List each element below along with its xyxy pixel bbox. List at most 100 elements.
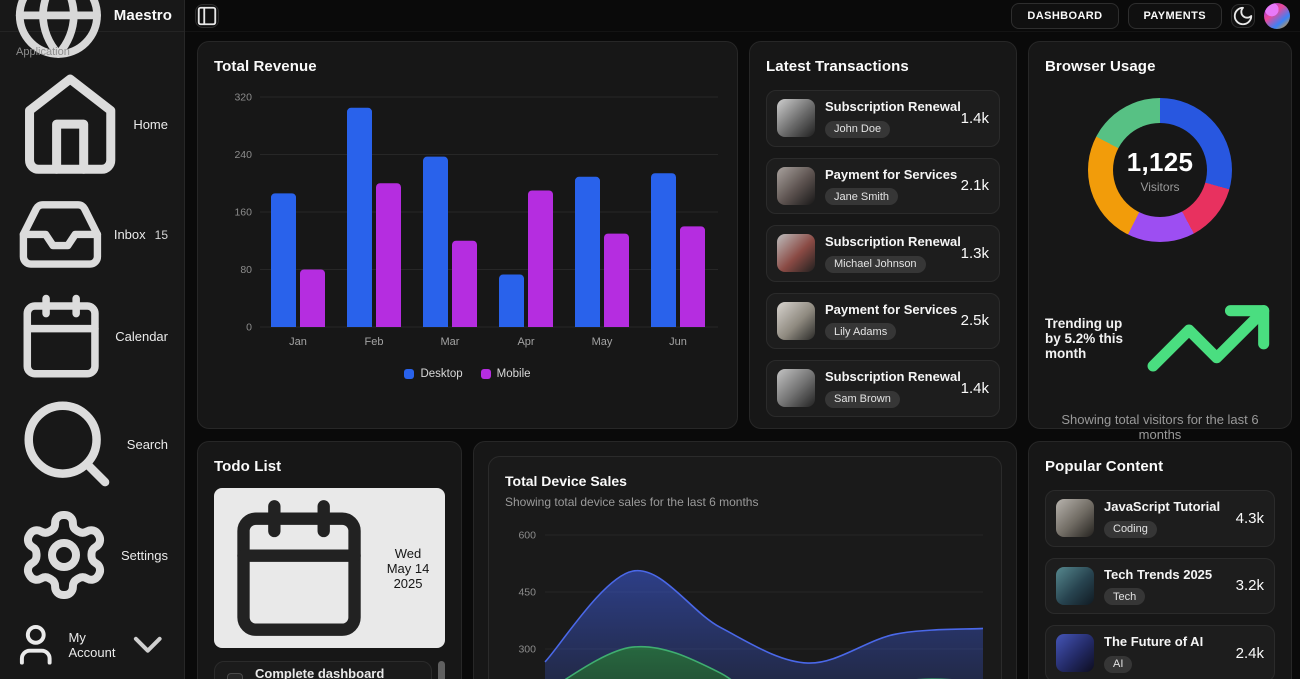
sidebar-item-inbox[interactable]: Inbox 15: [8, 184, 176, 285]
transaction-amount: 2.1k: [960, 177, 989, 195]
todo-list-title: Todo List: [214, 458, 282, 475]
sidebar-item-label: Search: [126, 436, 168, 452]
sidebar-item-label: Inbox: [113, 227, 146, 243]
transaction-title: Subscription Renewal: [825, 369, 961, 384]
app-logo[interactable]: Maestro: [0, 0, 184, 59]
transaction-person-badge: Jane Smith: [825, 188, 899, 205]
dashboard-nav-button[interactable]: DASHBOARD: [1011, 2, 1119, 29]
user-icon: [12, 621, 60, 669]
transaction-avatar: [777, 99, 815, 138]
svg-text:450: 450: [518, 587, 536, 599]
sidebar-item-home[interactable]: Home: [8, 64, 176, 184]
transaction-amount: 1.4k: [960, 379, 989, 397]
browser-usage-title: Browser Usage: [1045, 58, 1156, 75]
svg-text:300: 300: [518, 644, 536, 656]
calendar-icon: [16, 291, 106, 381]
payments-nav-button[interactable]: PAYMENTS: [1127, 2, 1222, 29]
transaction-person-badge: Lily Adams: [825, 323, 897, 340]
content-count: 4.3k: [1235, 509, 1264, 527]
date-picker-button[interactable]: Wed May 14 2025: [214, 488, 445, 649]
sidebar-item-search[interactable]: Search: [8, 387, 176, 501]
svg-text:Mar: Mar: [441, 336, 460, 348]
content-title: Tech Trends 2025: [1104, 566, 1213, 582]
content-row[interactable]: JavaScript Tutorial Coding 4.3k: [1045, 490, 1275, 547]
content-tag-badge: Coding: [1104, 520, 1157, 538]
content-thumbnail: [1056, 566, 1094, 605]
sidebar-item-label: Calendar: [115, 328, 168, 344]
svg-text:Feb: Feb: [365, 336, 384, 348]
transaction-row[interactable]: Subscription Renewal Michael Johnson 1.3…: [766, 225, 1000, 282]
sidebar-toggle-button[interactable]: [195, 3, 219, 28]
sidebar-item-settings[interactable]: Settings: [8, 501, 176, 609]
svg-text:0: 0: [246, 322, 252, 334]
svg-text:80: 80: [240, 264, 252, 276]
sidebar-section-application: Application Home Inbox 15 Calendar Searc…: [8, 38, 176, 609]
transaction-amount: 1.4k: [960, 109, 989, 127]
chevron-down-icon: [124, 621, 172, 669]
visitors-total: 1,125: [1126, 146, 1194, 177]
user-avatar[interactable]: [1264, 2, 1290, 29]
svg-text:Jan: Jan: [289, 336, 307, 348]
inbox-icon: [16, 190, 105, 279]
content-thumbnail: [1056, 634, 1094, 673]
content-tag-badge: AI: [1104, 655, 1133, 673]
section-label-application: Application: [16, 46, 70, 58]
svg-text:Jun: Jun: [669, 336, 687, 348]
transaction-row[interactable]: Subscription Renewal John Doe 1.4k: [766, 90, 1000, 147]
globe-icon: [12, 0, 105, 62]
transaction-row[interactable]: Payment for Services Lily Adams 2.5k: [766, 292, 1000, 349]
transaction-person-badge: Sam Brown: [825, 390, 900, 408]
todo-item[interactable]: Complete dashboard design: [214, 661, 432, 679]
desktop-legend-swatch: [404, 369, 415, 379]
gear-icon: [16, 507, 112, 603]
sidebar-item-calendar[interactable]: Calendar: [8, 285, 176, 387]
transaction-title: Subscription Renewal: [825, 234, 961, 249]
svg-text:600: 600: [518, 530, 536, 542]
device-sales-title: Total Device Sales: [505, 473, 627, 489]
todo-list-card: Todo List Wed May 14 2025 Complete dashb…: [197, 441, 462, 679]
visitors-label: Visitors: [1140, 179, 1180, 194]
transaction-row[interactable]: Payment for Services Jane Smith 2.1k: [766, 157, 1000, 214]
device-sales-panel: Total Device Sales Showing total device …: [473, 441, 1017, 679]
my-account-label: My Account: [68, 630, 116, 661]
theme-toggle-button[interactable]: [1231, 3, 1255, 28]
trend-text: Trending up by 5.2% this month: [1045, 315, 1124, 361]
mobile-legend-swatch: [480, 369, 491, 379]
content-tag-badge: Tech: [1104, 588, 1146, 605]
todo-checkbox[interactable]: [227, 673, 243, 679]
moon-icon: [1232, 5, 1254, 27]
content-title: The Future of AI: [1104, 634, 1204, 649]
content-count: 3.2k: [1235, 577, 1264, 595]
topbar: DASHBOARD PAYMENTS: [185, 0, 1300, 32]
my-account-button[interactable]: My Account: [0, 611, 184, 679]
transaction-person-badge: John Doe: [825, 120, 891, 138]
content-thumbnail: [1056, 499, 1094, 538]
popular-content-title: Popular Content: [1045, 458, 1164, 475]
calendar-icon: [225, 494, 373, 642]
svg-text:160: 160: [234, 207, 252, 219]
date-picker-value: Wed May 14 2025: [386, 545, 430, 591]
transaction-title: Payment for Services: [825, 166, 958, 182]
browser-usage-subtitle: Showing total visitors for the last 6 mo…: [1061, 411, 1259, 442]
sidebar-item-label: Settings: [121, 547, 168, 563]
trending-up-icon: [1142, 272, 1275, 405]
dashboard-main: Total Revenue 0 80 160 240 320 Jan Feb Mar Apr Ma…: [185, 32, 1300, 679]
transaction-person-badge: Michael Johnson: [825, 255, 926, 273]
transaction-title: Payment for Services: [825, 301, 958, 317]
sidebar-nav: Application Home Inbox 15 Calendar Searc…: [0, 32, 184, 611]
transaction-amount: 1.3k: [960, 244, 989, 262]
transaction-avatar: [777, 166, 815, 205]
latest-transactions-card: Latest Transactions Subscription Renewal…: [749, 41, 1017, 429]
content-row[interactable]: The Future of AI AI 2.4k: [1045, 625, 1275, 679]
desktop-legend-label: Desktop: [420, 368, 463, 380]
transaction-row[interactable]: Subscription Renewal Sam Brown 1.4k: [766, 360, 1000, 417]
device-sales-subtitle: Showing total device sales for the last …: [505, 495, 759, 509]
app-name: Maestro: [113, 7, 172, 24]
content-column: DASHBOARD PAYMENTS Total Revenue 0 80 160 2…: [185, 0, 1300, 679]
content-row[interactable]: Tech Trends 2025 Tech 3.2k: [1045, 557, 1275, 614]
content-title: JavaScript Tutorial: [1104, 499, 1221, 514]
revenue-bar-chart: 0 80 160 240 320 Jan Feb Mar Apr May Jun: [214, 75, 721, 364]
device-sales-card: Total Device Sales Showing total device …: [488, 456, 1002, 679]
todo-scrollbar[interactable]: [438, 661, 445, 679]
search-icon: [16, 393, 118, 495]
